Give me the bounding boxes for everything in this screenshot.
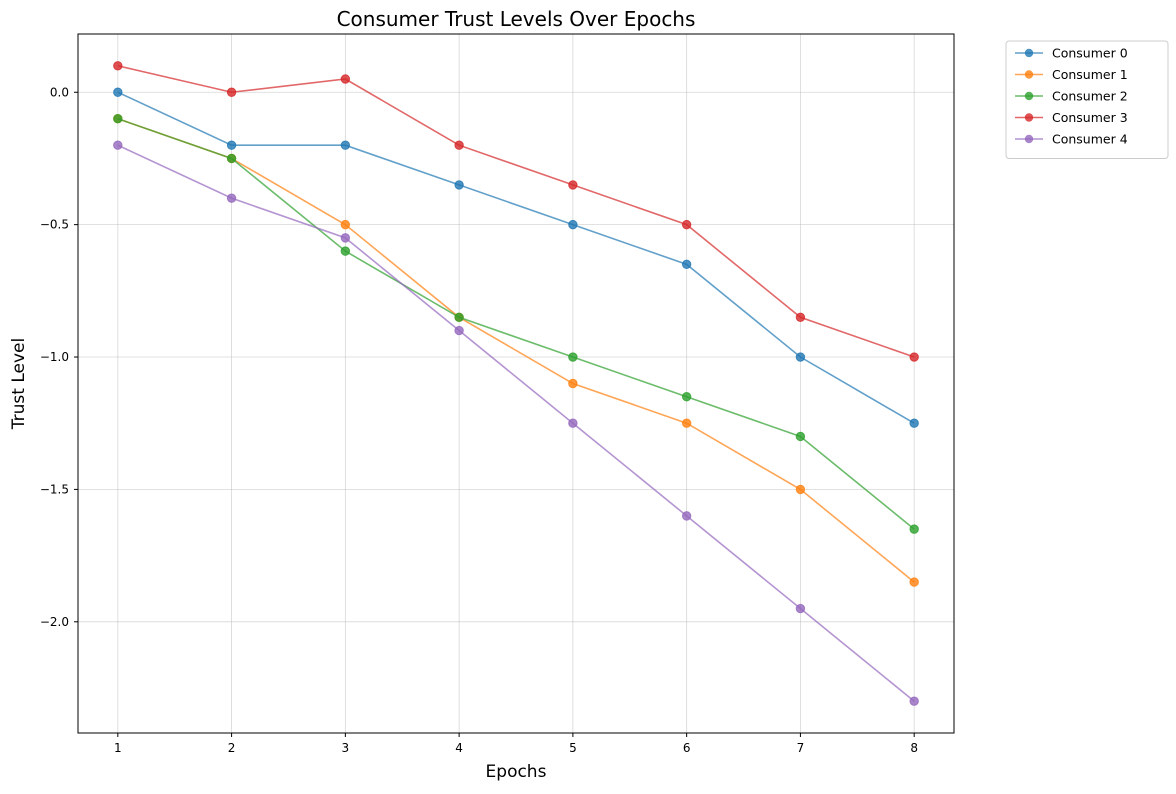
data-point bbox=[681, 392, 692, 402]
data-point bbox=[568, 418, 578, 428]
series-layer bbox=[113, 61, 919, 706]
y-tick-label: −1.5 bbox=[40, 482, 69, 496]
legend: Consumer 0 Consumer 1 Consumer 2 Consumer 3… bbox=[1005, 40, 1169, 159]
x-tick-label: 8 bbox=[910, 741, 918, 755]
data-point bbox=[340, 233, 351, 243]
data-point bbox=[454, 140, 464, 150]
y-tick-label: 0.0 bbox=[50, 85, 69, 99]
series-line bbox=[117, 91, 915, 424]
x-tick-label: 2 bbox=[228, 741, 236, 755]
data-point bbox=[454, 312, 464, 323]
legend-label: Consumer 0 bbox=[1052, 46, 1128, 61]
data-point bbox=[113, 61, 123, 71]
legend-label: Consumer 4 bbox=[1052, 132, 1128, 147]
x-tick-label: 6 bbox=[683, 741, 691, 755]
data-point bbox=[454, 180, 464, 190]
legend-marker bbox=[1024, 113, 1034, 122]
data-point bbox=[795, 431, 806, 442]
data-point bbox=[226, 140, 237, 150]
series-0 bbox=[113, 87, 919, 428]
legend-marker bbox=[1024, 134, 1034, 144]
legend-frame bbox=[1005, 40, 1169, 159]
series-1 bbox=[113, 114, 919, 587]
data-point bbox=[113, 87, 123, 97]
data-point bbox=[226, 87, 237, 97]
series-4 bbox=[113, 140, 919, 706]
x-tick-label: 7 bbox=[797, 741, 805, 755]
legend-marker bbox=[1024, 70, 1034, 79]
series-line bbox=[117, 117, 915, 583]
plot-area-frame bbox=[77, 33, 955, 734]
data-point bbox=[909, 524, 919, 534]
data-point bbox=[795, 312, 806, 323]
data-point bbox=[909, 577, 919, 587]
data-point bbox=[340, 246, 351, 256]
legend-marker bbox=[1024, 91, 1034, 101]
data-point bbox=[568, 352, 578, 362]
series-3 bbox=[113, 61, 919, 362]
legend-label: Consumer 2 bbox=[1052, 89, 1128, 104]
data-point bbox=[681, 219, 692, 230]
data-point bbox=[226, 153, 237, 164]
data-point bbox=[340, 74, 351, 84]
data-point bbox=[795, 352, 806, 362]
data-point bbox=[795, 484, 806, 495]
data-point bbox=[909, 696, 919, 706]
y-tick-label: −0.5 bbox=[40, 218, 69, 232]
series-line bbox=[117, 117, 915, 530]
chart-title: Consumer Trust Levels Over Epochs bbox=[337, 7, 696, 31]
data-point bbox=[113, 114, 123, 124]
x-tick-label: 1 bbox=[114, 741, 122, 755]
data-point bbox=[681, 511, 692, 521]
data-point bbox=[795, 603, 806, 614]
series-line bbox=[117, 64, 915, 358]
legend-item: Consumer 0 bbox=[1015, 46, 1128, 61]
series-line bbox=[117, 144, 915, 702]
data-point bbox=[568, 180, 578, 190]
x-axis-title: Epochs bbox=[486, 762, 547, 782]
x-tick-label: 3 bbox=[342, 741, 350, 755]
data-point bbox=[681, 259, 692, 270]
legend-item: Consumer 1 bbox=[1015, 67, 1128, 82]
data-point bbox=[568, 378, 578, 389]
data-point bbox=[226, 193, 237, 203]
x-tick-label: 4 bbox=[455, 741, 463, 755]
legend-item: Consumer 3 bbox=[1015, 110, 1128, 125]
tick-layer: 1 2 3 4 5 6 7 8 0.0 −0.5 −1.0 −1.5 −2.0 bbox=[40, 85, 918, 755]
data-point bbox=[340, 140, 351, 150]
grid-layer bbox=[78, 34, 954, 733]
legend-item: Consumer 4 bbox=[1015, 132, 1128, 147]
legend-label: Consumer 3 bbox=[1052, 110, 1128, 125]
legend-marker bbox=[1024, 48, 1034, 58]
data-point bbox=[113, 140, 123, 150]
legend-label: Consumer 1 bbox=[1052, 67, 1128, 82]
y-axis-title: Trust Level bbox=[9, 338, 29, 430]
legend-item: Consumer 2 bbox=[1015, 89, 1128, 104]
data-point bbox=[340, 219, 351, 230]
data-point bbox=[454, 325, 464, 336]
y-tick-label: −1.0 bbox=[40, 350, 69, 364]
series-2 bbox=[113, 114, 919, 534]
data-point bbox=[909, 418, 919, 428]
data-point bbox=[681, 418, 692, 428]
x-tick-label: 5 bbox=[569, 741, 577, 755]
data-point bbox=[568, 219, 578, 230]
data-point bbox=[909, 352, 919, 362]
y-tick-label: −2.0 bbox=[40, 615, 69, 629]
